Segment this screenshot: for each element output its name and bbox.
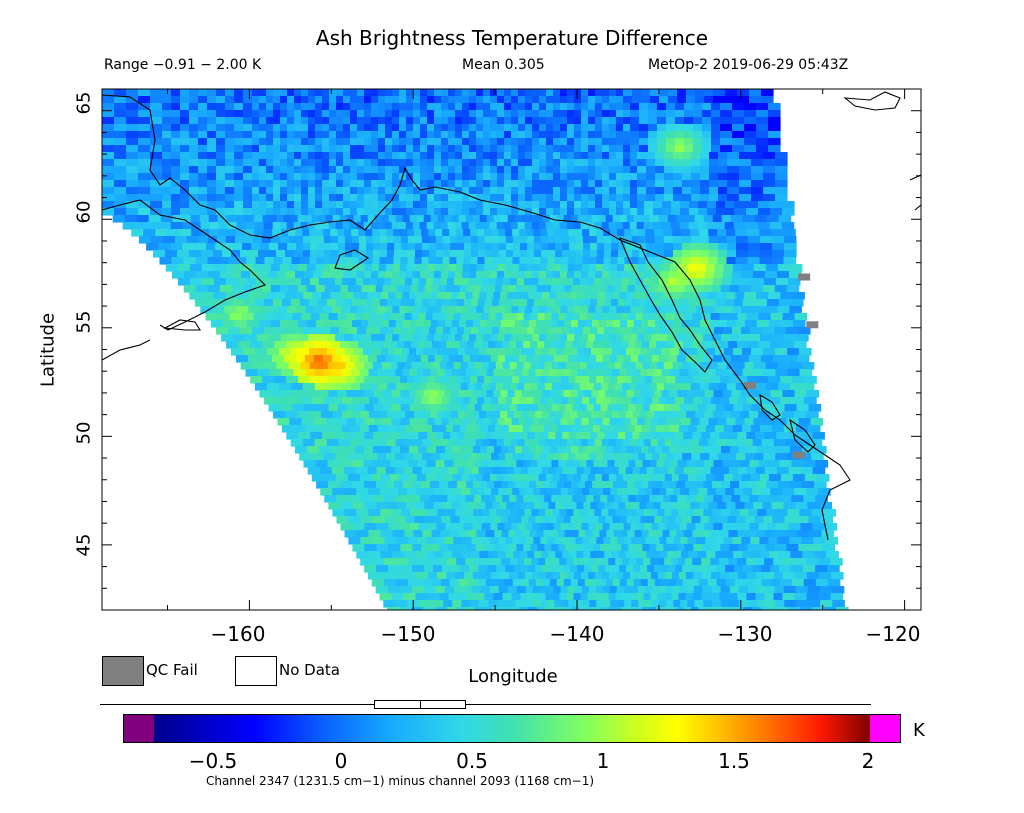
x-tick-label: −120 (865, 622, 921, 646)
qc-fail-label: QC Fail (146, 661, 198, 679)
colorbar-tick-label: −0.5 (188, 749, 238, 773)
y-tick-label: 55 (73, 310, 95, 334)
colorbar-tick-label: 1 (596, 749, 610, 773)
qc-fail-swatch (102, 656, 144, 686)
colorbar-mean-marker (420, 700, 421, 709)
coastline-segment (843, 91, 901, 111)
colorbar-tick-label: 1.5 (718, 749, 750, 773)
colorbar-tick-label: 0.5 (456, 749, 488, 773)
qc-fail-pixel (798, 273, 811, 281)
x-tick-label: −150 (380, 622, 436, 646)
value-range-text: Range −0.91 − 2.00 K (104, 57, 262, 73)
coastline-segment (163, 319, 201, 331)
qc-fail-pixel (793, 451, 806, 459)
coastline-segment (334, 249, 370, 271)
channel-note: Channel 2347 (1231.5 cm−1) minus channel… (205, 774, 595, 788)
colorbar-gradient (154, 714, 870, 743)
colorbar-tick-label: 0 (334, 749, 348, 773)
y-axis-label: Latitude (37, 312, 59, 388)
no-data-label: No Data (279, 661, 340, 679)
coastline (102, 91, 921, 541)
x-tick-label: −160 (210, 622, 266, 646)
x-tick-label: −130 (717, 622, 773, 646)
axis-ticks (102, 88, 921, 610)
coastline-segment (914, 204, 921, 211)
y-tick-label: 50 (73, 421, 95, 445)
coastline-segment (102, 94, 851, 541)
coastline-segment (789, 418, 816, 453)
colorbar-overflow-swatch (870, 714, 901, 743)
colorbar-range-line (100, 704, 871, 705)
coastline-segment (102, 339, 151, 361)
colorbar-underflow-swatch (123, 714, 154, 743)
coastline-segment (102, 199, 267, 331)
x-tick-label: −140 (549, 622, 605, 646)
mean-value-text: Mean 0.305 (462, 57, 545, 73)
chart-title: Ash Brightness Temperature Difference (315, 26, 709, 50)
y-tick-label: 45 (73, 533, 95, 557)
colorbar-tick-label: 2 (861, 749, 875, 773)
qc-fail-pixel (806, 321, 819, 329)
colorbar-unit: K (913, 720, 925, 741)
swath-pixels (102, 89, 849, 610)
coastline-segment (759, 393, 781, 421)
y-tick-label: 65 (73, 91, 95, 115)
coastline-segment (619, 237, 713, 373)
no-data-swatch (235, 656, 277, 686)
qc-fail-pixel (744, 382, 757, 390)
colorbar-frame (123, 714, 901, 743)
satellite-timestamp: MetOp-2 2019-06-29 05:43Z (648, 57, 849, 73)
y-tick-label: 60 (73, 200, 95, 224)
x-axis-label: Longitude (468, 666, 558, 687)
